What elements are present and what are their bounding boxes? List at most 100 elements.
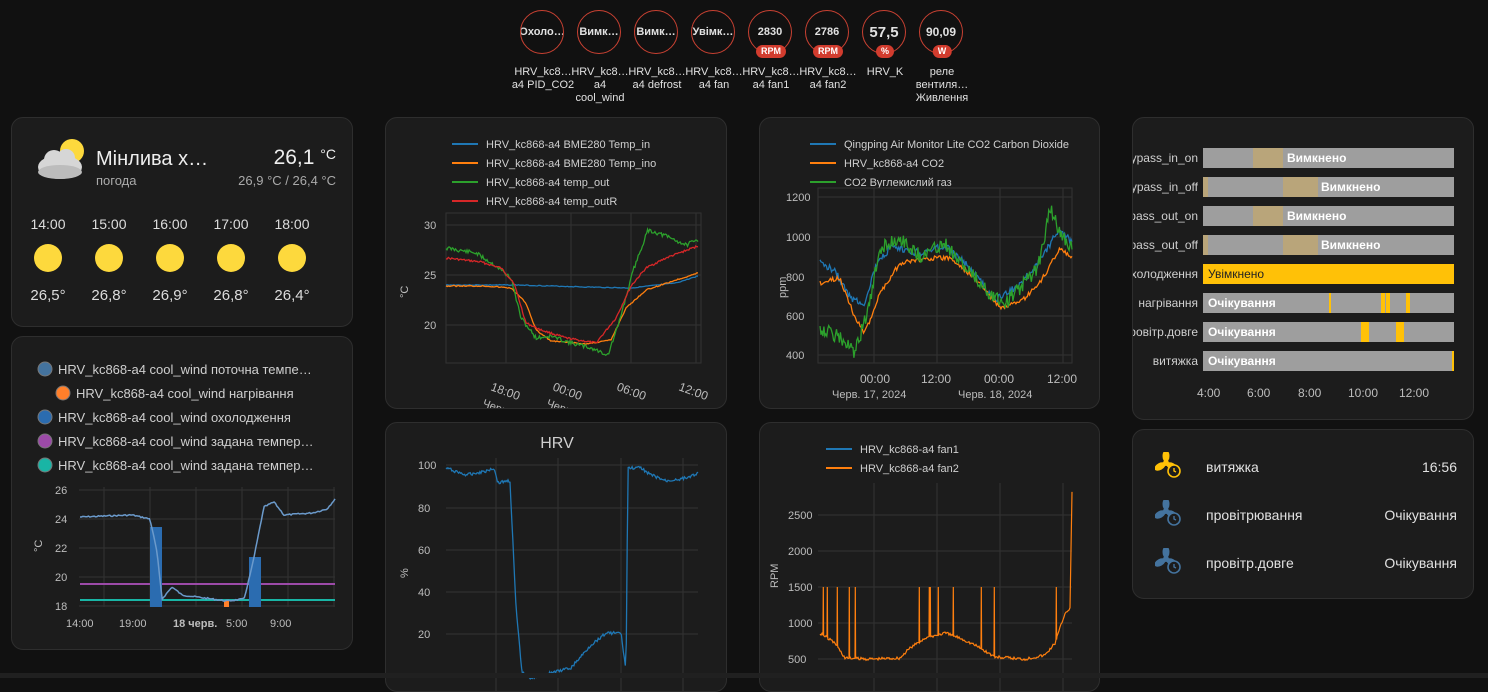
legend-label: HRV_kc868-a4 cool_wind нагрівання: [76, 386, 294, 401]
badge-6[interactable]: 57,5% HRV_K: [862, 10, 908, 79]
legend-label: HRV_kc868-a4 cool_wind задана темпер…: [58, 434, 313, 449]
timeline-bar[interactable]: Вимкнено: [1203, 206, 1454, 226]
timeline-state: Вимкнено: [1321, 238, 1381, 252]
weather-card[interactable]: Мінлива х… погода 26,1 °C 26,9 °C / 26,4…: [11, 117, 353, 327]
legend-label: HRV_kc868-a4 BME280 Temp_ino: [486, 158, 656, 170]
entity-value: Очікування: [1384, 555, 1457, 571]
badge-value: Вимк…: [579, 26, 619, 38]
state-segment: [1386, 293, 1390, 313]
axis-tick: 12:00: [921, 372, 951, 386]
cooling-fill: [249, 557, 261, 607]
forecast-temp: 26,8°: [213, 287, 249, 304]
hrv-chart-card[interactable]: HRV 100 80 60 40 20%: [385, 422, 727, 692]
timeline-row-label: bypass_out_off: [1133, 238, 1198, 252]
axis-tick: °C: [33, 540, 45, 552]
timeline-row-label: охолодження: [1133, 267, 1198, 281]
timeline-state: Очікування: [1208, 354, 1276, 368]
axis-tick: RPM: [769, 564, 781, 588]
axis-tick: 2000: [788, 546, 812, 558]
legend-label: HRV_kc868-a4 BME280 Temp_in: [486, 139, 650, 151]
badge-4[interactable]: 2830 RPM HRV_kc8… a4 fan1: [742, 10, 800, 92]
state-segment: [1203, 235, 1208, 255]
state-segment: [1452, 351, 1454, 371]
co2-chart-card[interactable]: Qingping Air Monitor Lite CO2 Carbon Dio…: [759, 117, 1100, 409]
legend-label: HRV_kc868-a4 temp_out: [486, 177, 609, 189]
axis-tick: 40: [418, 587, 430, 599]
axis-tick: 9:00: [270, 618, 291, 630]
forecast-temp: 26,4°: [274, 287, 310, 304]
timeline-row-label: нагрівання: [1138, 296, 1198, 310]
badge-3[interactable]: Увімк… HRV_kc8… a4 fan: [685, 10, 743, 92]
badge-2[interactable]: Вимк… HRV_kc8… a4 defrost: [628, 10, 686, 92]
badge-label: реле вентиля… Живлення: [915, 66, 969, 104]
axis-tick: 100: [418, 460, 436, 472]
badge-1[interactable]: Вимк… HRV_kc8… a4 cool_wind: [571, 10, 629, 105]
legend-dot: [37, 457, 53, 473]
timeline-bar[interactable]: Очікування: [1203, 322, 1454, 342]
axis-tick: 12:00: [677, 380, 710, 404]
sun-icon: [95, 244, 123, 272]
series-line: [445, 272, 698, 346]
timeline-row-label: провітр.довге: [1133, 325, 1198, 339]
timeline-xtick: 4:00: [1197, 386, 1221, 400]
cooling-fill: [150, 527, 162, 607]
weather-range: 26,9 °C / 26,4 °C: [238, 173, 336, 188]
thermostat-history-card[interactable]: HRV_kc868-a4 cool_wind поточна темпе… HRV…: [11, 336, 353, 650]
hrv-chart-title: HRV: [540, 435, 574, 452]
badge-value: 2830: [757, 26, 783, 38]
timeline-bar[interactable]: Очікування: [1203, 293, 1454, 313]
series-line: [445, 227, 699, 356]
forecast-time: 17:00: [213, 216, 249, 232]
axis-tick: 500: [788, 654, 806, 666]
badge-unit: W: [932, 45, 952, 58]
legend-label: HRV_kc868-a4 fan1: [860, 444, 959, 456]
state-segment: [1406, 293, 1410, 313]
axis-tick: 24: [55, 514, 67, 526]
axis-tick: 14:00: [66, 618, 94, 630]
legend-label: HRV_kc868-a4 cool_wind поточна темпе…: [58, 362, 312, 377]
badge-5[interactable]: 2786 RPM HRV_kc8… a4 fan2: [799, 10, 857, 92]
sun-icon: [278, 244, 306, 272]
entity-name: витяжка: [1206, 459, 1259, 475]
axis-tick: °C: [399, 286, 411, 298]
timeline-bar[interactable]: Увімкнено: [1203, 264, 1454, 284]
forecast-time: 14:00: [30, 216, 66, 232]
legend-label: HRV_kc868-a4 CO2: [844, 158, 944, 170]
axis-tick: 20: [424, 320, 436, 332]
badge-circle: Вимк…: [577, 10, 621, 54]
bottom-divider: [0, 673, 1488, 678]
state-segment: [1329, 293, 1331, 313]
axis-tick: 20: [55, 572, 67, 584]
axis-tick: 00:00: [984, 372, 1014, 386]
badge-circle: Увімк…: [691, 10, 735, 54]
axis-tick: 800: [786, 272, 804, 284]
timeline-xtick: 10:00: [1348, 386, 1379, 400]
axis-tick: 26: [55, 485, 67, 497]
sun-icon: [156, 244, 184, 272]
partly-cloudy-icon: [38, 139, 84, 179]
axis-tick: 18:00: [489, 380, 522, 404]
badge-0[interactable]: Охоло… HRV_kc8… a4 PID_CO2: [512, 10, 574, 92]
weather-temp: 26,1: [273, 146, 315, 169]
forecast-temp: 26,5°: [30, 287, 66, 304]
badge-circle: Вимк…: [634, 10, 678, 54]
legend-label: HRV_kc868-a4 fan2: [860, 463, 959, 475]
timeline-bar[interactable]: Вимкнено: [1203, 177, 1454, 197]
timeline-bar[interactable]: Вимкнено: [1203, 148, 1454, 168]
badge-label: HRV_kc8… a4 PID_CO2: [511, 66, 575, 91]
timeline-state: Вимкнено: [1287, 151, 1347, 165]
badge-value: 90,09: [925, 25, 957, 39]
timeline-bar[interactable]: Очікування: [1203, 351, 1454, 371]
badge-value: Вимк…: [636, 26, 676, 38]
badge-label: HRV_kc8… a4 fan2: [799, 66, 857, 91]
timeline-bar[interactable]: Вимкнено: [1203, 235, 1454, 255]
fan-clock-icon: [1155, 500, 1181, 526]
forecast-time: 18:00: [274, 216, 310, 232]
state-segment: [1203, 177, 1208, 197]
fan-chart-card[interactable]: HRV_kc868-a4 fan1 HRV_kc868-a4 fan2 2500 20…: [759, 422, 1100, 692]
timeline-row-label: bypass_in_on: [1133, 151, 1198, 165]
weather-subtitle: погода: [96, 173, 137, 188]
timeline-card[interactable]: bypass_in_on Вимкнено bypass_in_off Вимкнен…: [1132, 117, 1474, 420]
temperature-chart-card[interactable]: HRV_kc868-a4 BME280 Temp_in HRV_kc868-a4 …: [385, 117, 727, 409]
